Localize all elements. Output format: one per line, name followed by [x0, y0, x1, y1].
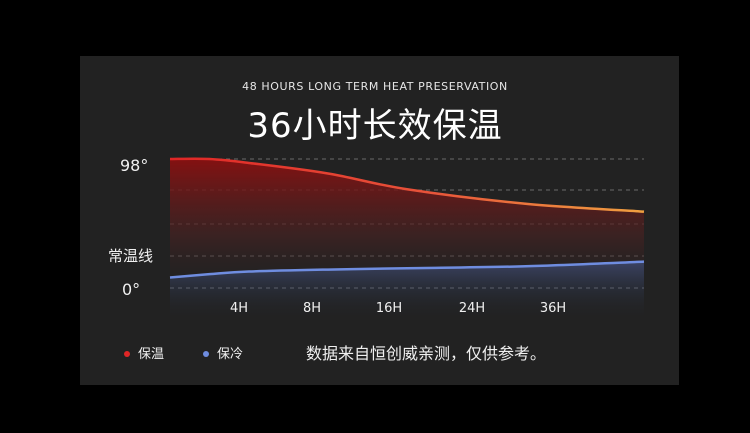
legend-label-warm: 保温 [138, 347, 165, 362]
x-tick-8h: 8H [303, 301, 321, 316]
series-cool-line [169, 260, 645, 279]
chart-subtitle: 48 HOURS LONG TERM HEAT PRESERVATION [242, 80, 508, 93]
chart-title: 36小时长效保温 [247, 106, 503, 146]
y-tick-0: 0° [122, 280, 141, 299]
series-warm-line [169, 157, 645, 213]
legend-dot-warm [124, 350, 130, 357]
legend-item-warm: 保温 [124, 343, 164, 362]
series-warm-area [170, 158, 644, 288]
x-tick-24h: 24H [459, 301, 485, 316]
legend-item-cool: 保冷 [203, 343, 243, 362]
series-cool-area [170, 261, 644, 318]
y-tick-room-temp: 常温线 [108, 247, 154, 265]
legend-label-cool: 保冷 [217, 347, 244, 362]
y-tick-98: 98° [120, 156, 149, 175]
x-tick-4h: 4H [230, 301, 248, 316]
x-tick-16h: 16H [376, 301, 402, 316]
footnote: 数据来自恒创威亲测，仅供参考。 [306, 344, 547, 363]
x-tick-36h: 36H [540, 301, 566, 316]
legend-dot-cool [203, 350, 209, 357]
